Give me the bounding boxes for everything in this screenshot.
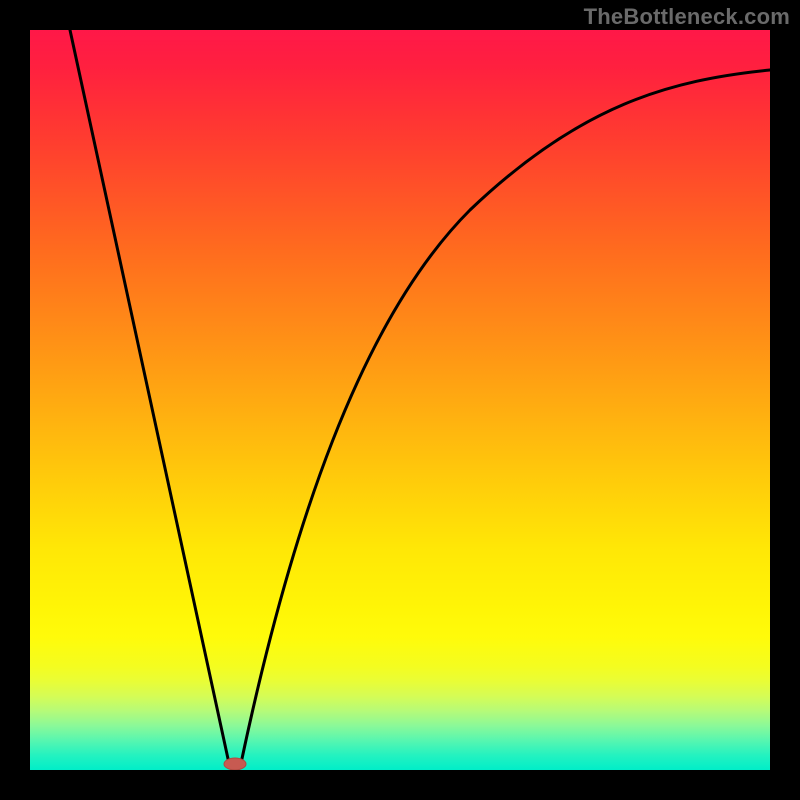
minimum-marker — [224, 758, 246, 770]
bottleneck-chart — [30, 30, 770, 770]
watermark-text: TheBottleneck.com — [584, 4, 790, 30]
gradient-background — [30, 30, 770, 770]
